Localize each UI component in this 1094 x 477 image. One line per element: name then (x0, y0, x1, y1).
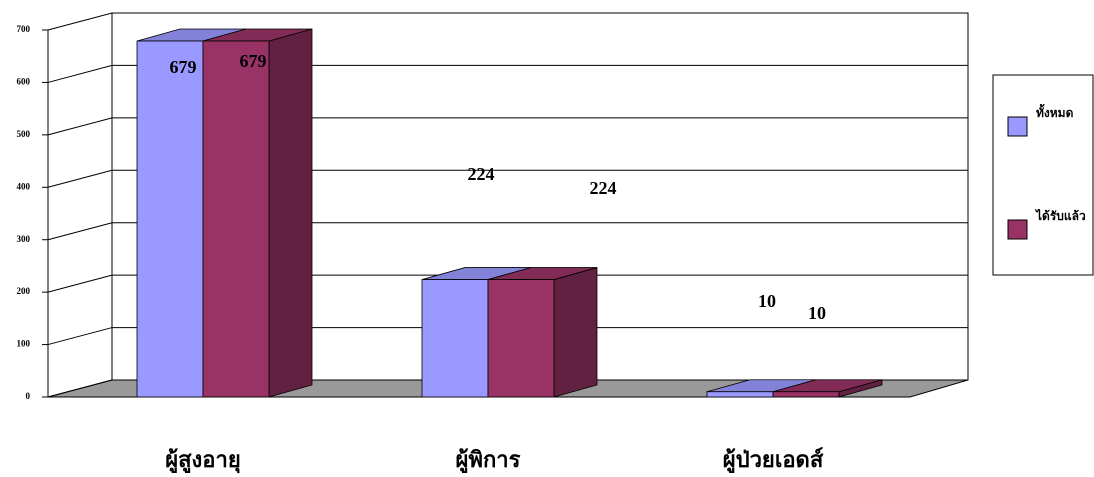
bar (421, 279, 489, 398)
legend-label: ทั้งหมด (1036, 103, 1074, 120)
y-tick-label: 400 (17, 181, 31, 191)
y-tick-label: 700 (17, 24, 31, 34)
y-tick-label: 500 (17, 129, 31, 139)
bar-top-shade (773, 379, 882, 392)
bar-top-shade (137, 29, 246, 42)
bar-side-shade (554, 267, 597, 397)
grid-line (47, 379, 968, 398)
bar (487, 279, 555, 398)
data-label: 679 (170, 57, 197, 77)
y-tick-label: 100 (17, 339, 31, 349)
bar-top-shade (488, 267, 597, 280)
bar-side-shade (839, 379, 882, 397)
y-tick-label: 600 (17, 76, 31, 86)
grid-line (47, 327, 968, 346)
bar (772, 391, 840, 398)
bar-top-shade (707, 379, 816, 392)
legend-label: ได้รับแล้ว (1034, 208, 1086, 223)
grid-line (47, 12, 968, 31)
y-tick-label: 0 (26, 391, 31, 401)
data-label: 679 (240, 51, 267, 71)
grid-line (47, 169, 968, 188)
x-tick-label: ผู้ป่วยเอดส์ (723, 447, 824, 474)
grid-line (47, 64, 968, 83)
x-tick-label: ผู้สูงอายุ (165, 447, 241, 474)
grid-line (47, 274, 968, 293)
legend-swatch (1007, 116, 1028, 137)
bar (136, 40, 204, 398)
grid-line (47, 222, 968, 241)
data-label: 10 (758, 291, 776, 311)
y-tick-label: 300 (17, 234, 31, 244)
grid-line (47, 117, 968, 136)
data-label: 10 (808, 303, 826, 323)
legend-swatch (1007, 219, 1028, 240)
bar-top-shade (203, 29, 312, 42)
y-tick-label: 200 (17, 286, 31, 296)
bar-side-shade (269, 29, 312, 397)
data-label: 224 (468, 164, 495, 184)
bar (706, 391, 774, 398)
x-tick-label: ผู้พิการ (456, 447, 521, 474)
data-label: 224 (590, 178, 617, 198)
legend-box (992, 74, 1094, 276)
bar (202, 40, 270, 398)
bar-top-shade (422, 267, 531, 280)
